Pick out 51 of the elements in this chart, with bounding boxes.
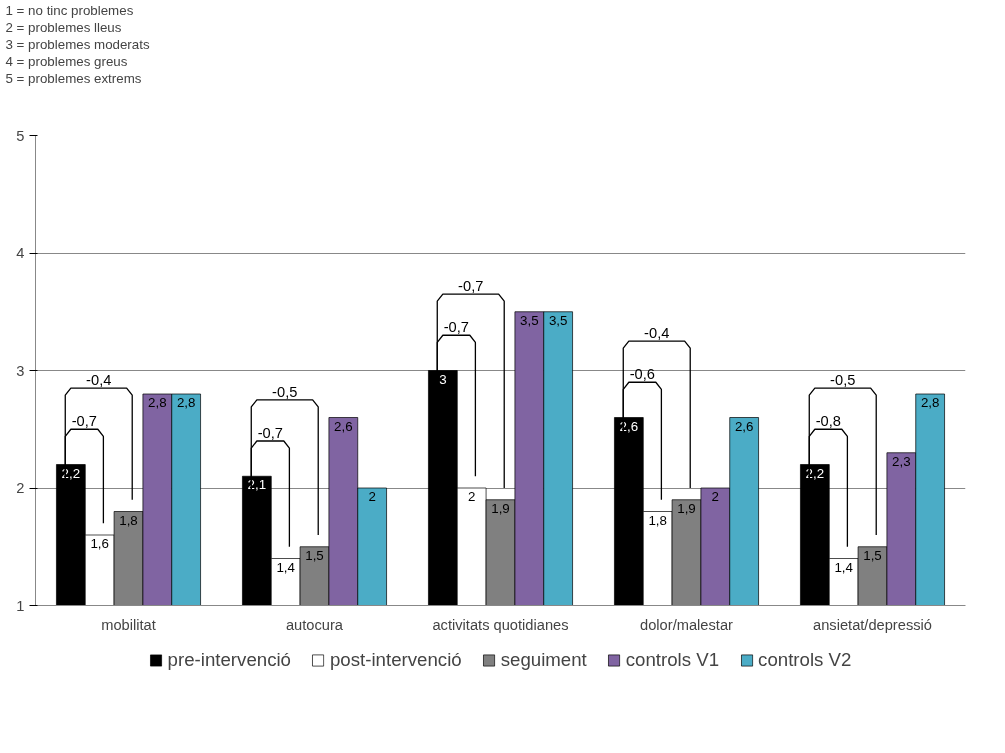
data-label: 2,6 bbox=[734, 418, 754, 434]
annotation: -0,7 bbox=[71, 413, 97, 430]
annotation: -0,6 bbox=[629, 366, 655, 383]
legend-label: controls V2 bbox=[758, 649, 852, 671]
annotation: -0,8 bbox=[815, 413, 841, 430]
annotation: -0,5 bbox=[830, 372, 856, 389]
data-label: 1,4 bbox=[834, 559, 854, 575]
text: 2 = problemes lleus bbox=[5, 19, 122, 35]
annotation: -0,7 bbox=[443, 319, 469, 336]
legend-label: post-intervenció bbox=[329, 649, 462, 671]
annotation: -0,7 bbox=[257, 425, 283, 441]
data-label: 3,5 bbox=[520, 312, 539, 328]
data-label: 3,5 bbox=[548, 312, 568, 328]
data-label: 1,9 bbox=[677, 500, 696, 516]
data-label: 2 bbox=[467, 489, 476, 504]
legend-label: controls V1 bbox=[625, 649, 720, 671]
data-label: 3 bbox=[439, 371, 447, 387]
y-tick-label: 4 bbox=[16, 245, 25, 261]
data-label: 1,6 bbox=[90, 536, 109, 551]
x-tick-label: activitats quotidianes bbox=[432, 616, 569, 633]
data-label: 2,8 bbox=[920, 395, 940, 410]
data-label: 2,8 bbox=[176, 395, 196, 410]
data-label: 1,8 bbox=[648, 512, 667, 528]
x-tick-label: ansietat/depressió bbox=[813, 616, 932, 633]
x-tick-label: mobilitat bbox=[101, 616, 156, 633]
annotation: -0,5 bbox=[272, 383, 298, 400]
data-label: 1,9 bbox=[491, 500, 510, 516]
annotation: -0,4 bbox=[86, 372, 112, 389]
annotation: -0,7 bbox=[458, 278, 484, 295]
data-label: 1,5 bbox=[863, 547, 882, 563]
legend-label: pre-intervenció bbox=[167, 649, 291, 671]
text: 3 = problemes moderats bbox=[5, 36, 150, 52]
data-label: 2,8 bbox=[148, 395, 167, 410]
text: 4 = problemes greus bbox=[5, 53, 128, 69]
text: 1 = no tinc problemes bbox=[5, 2, 134, 18]
data-label: 2 bbox=[368, 489, 376, 504]
legend-label: seguiment bbox=[500, 649, 587, 671]
y-tick-label: 1 bbox=[16, 597, 25, 614]
data-label: 1,4 bbox=[276, 559, 296, 575]
text: 5 = problemes extrems bbox=[5, 70, 142, 86]
x-tick-label: dolor/malestar bbox=[640, 616, 734, 633]
y-tick-label: 2 bbox=[16, 480, 25, 496]
y-tick-label: 5 bbox=[16, 127, 25, 144]
data-label: 2,3 bbox=[892, 453, 911, 469]
data-label: 1,8 bbox=[119, 512, 138, 528]
annotation: -0,4 bbox=[644, 325, 670, 342]
y-tick-label: 3 bbox=[16, 362, 25, 379]
data-label: 2,6 bbox=[334, 418, 353, 434]
data-label: 1,5 bbox=[305, 547, 324, 563]
x-tick-label: autocura bbox=[285, 616, 344, 633]
data-label: 2 bbox=[711, 489, 720, 504]
